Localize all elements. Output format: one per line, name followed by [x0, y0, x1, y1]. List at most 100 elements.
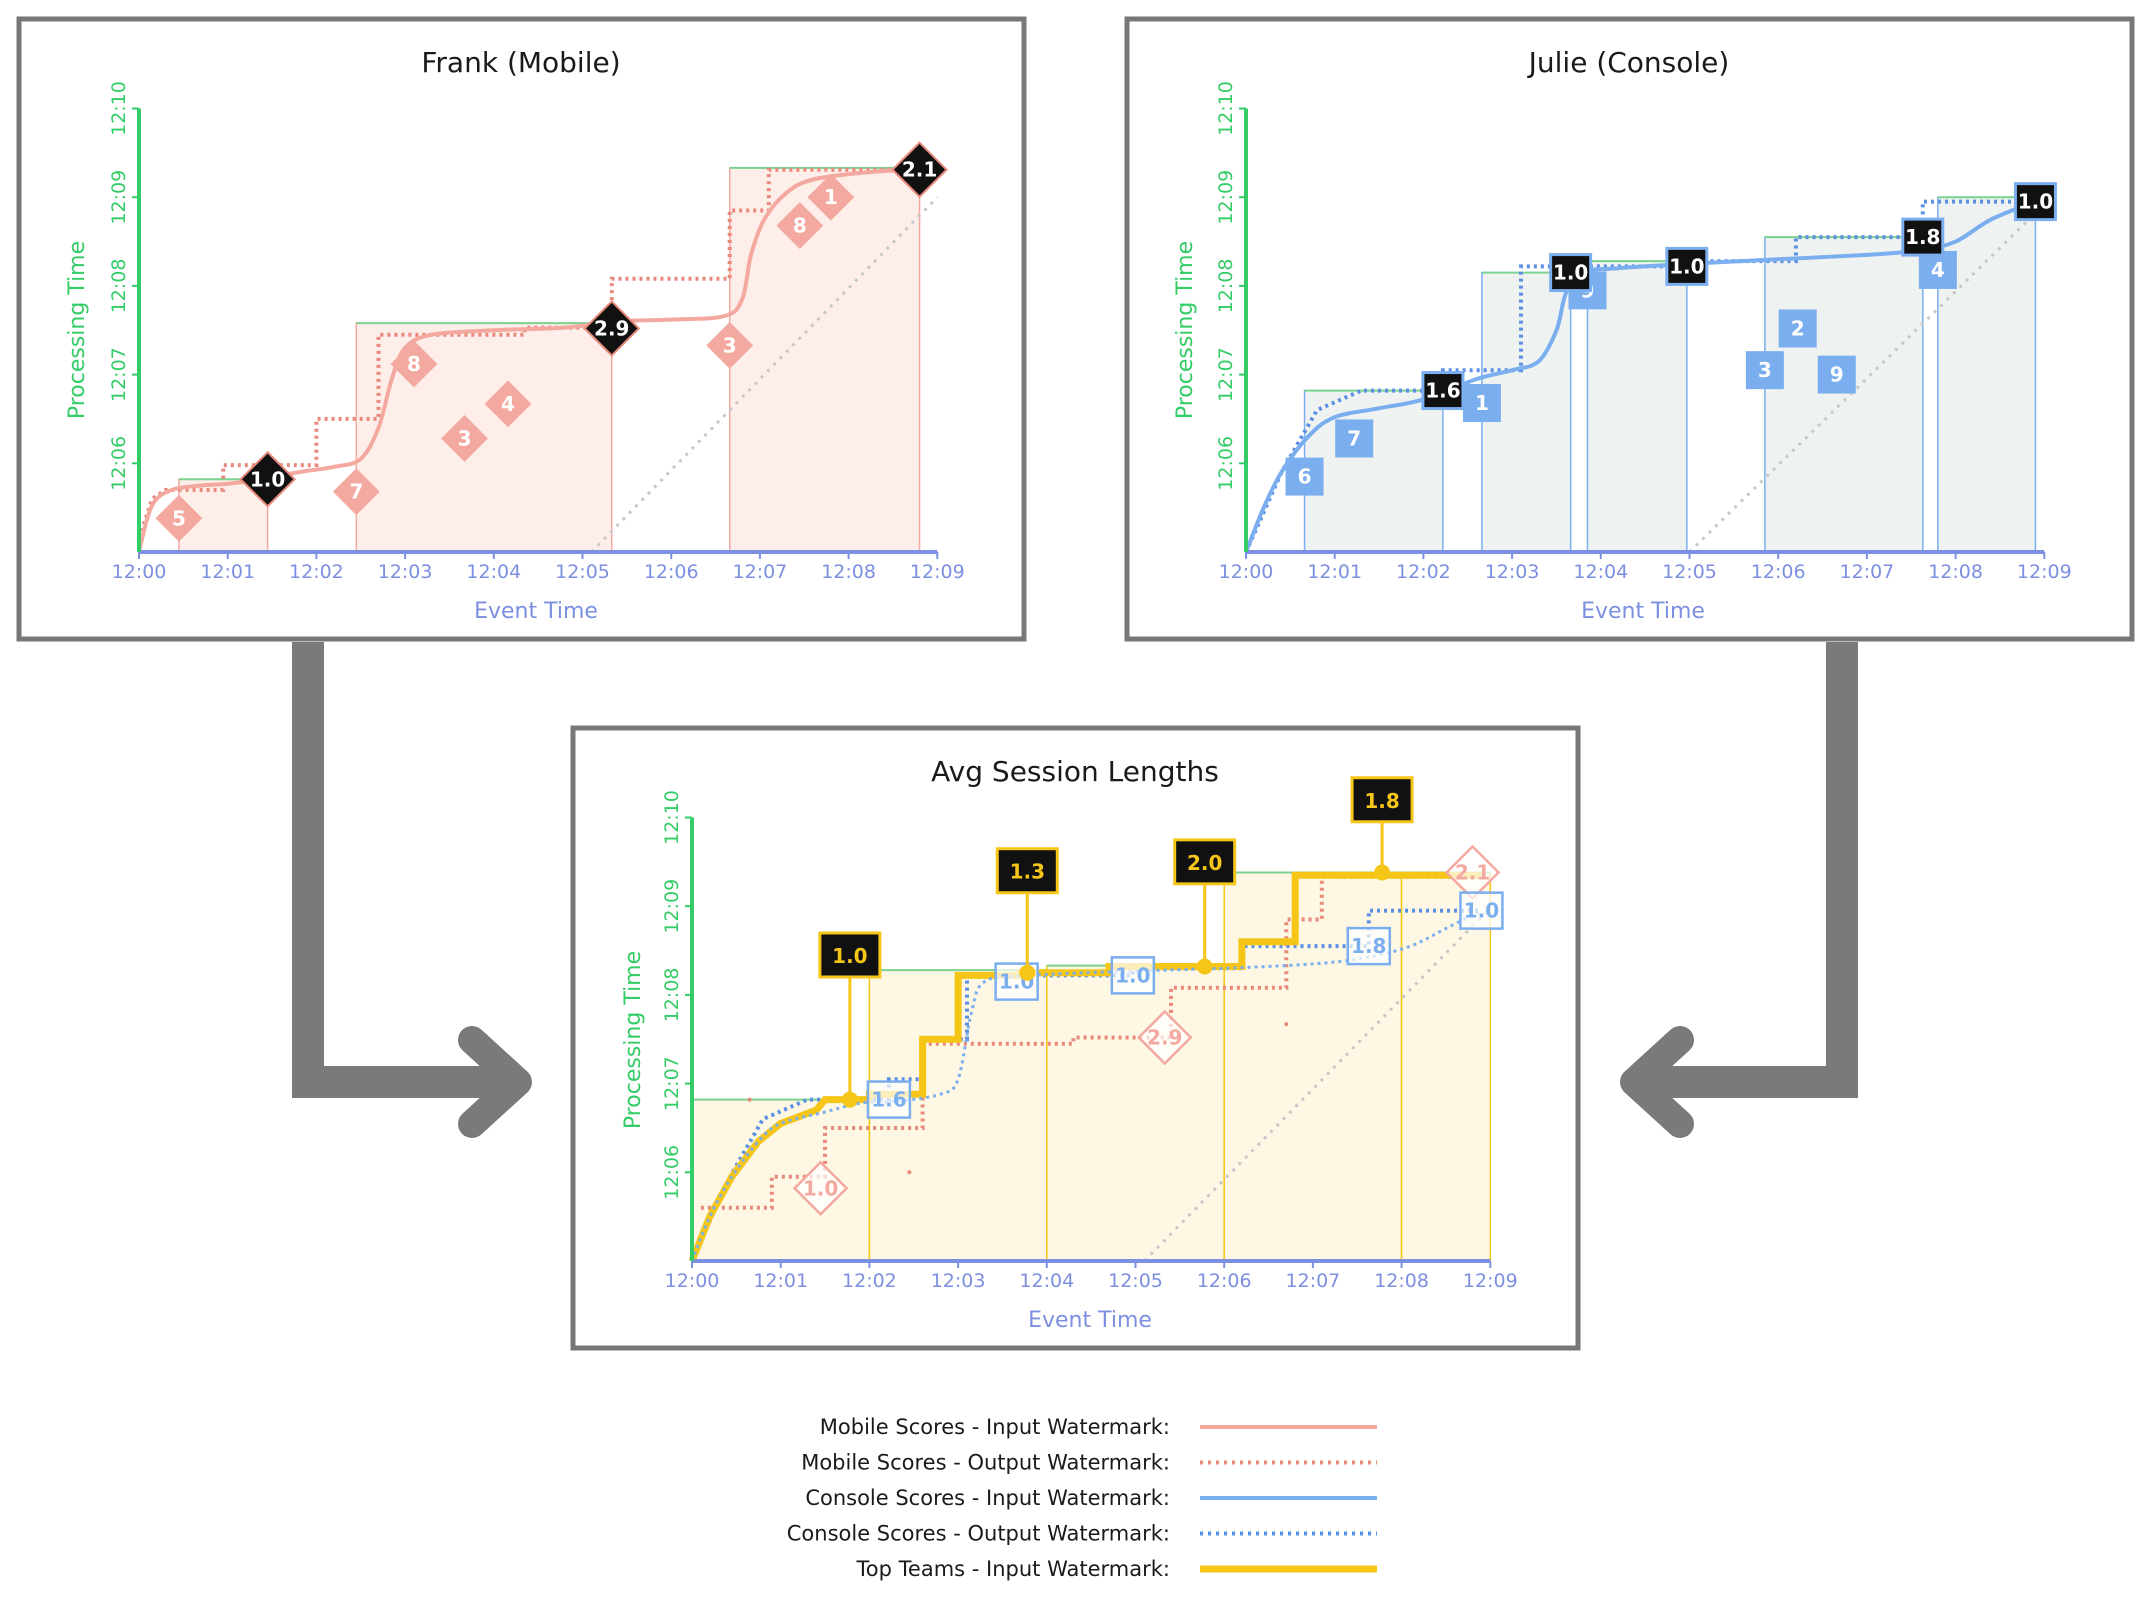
marker-label: 3 — [1758, 358, 1772, 382]
marker-shape — [807, 173, 855, 221]
marker-shape — [1462, 383, 1501, 422]
x-tick-label: 12:08 — [1374, 1270, 1429, 1292]
x-tick-label: 12:06 — [644, 561, 699, 583]
y-tick-label: 12:09 — [1215, 170, 1237, 225]
marker-label: 1 — [1475, 391, 1489, 415]
callout-label: 1.3 — [1010, 860, 1045, 884]
legend-entry: Mobile Scores - Output Watermark: — [801, 1451, 1377, 1475]
result-marker: 1.6 — [1421, 371, 1465, 411]
callout-dot — [1196, 958, 1213, 975]
data-point: 3 — [1745, 351, 1784, 390]
panel-title: Frank (Mobile) — [421, 46, 620, 79]
x-tick-label: 12:06 — [1751, 561, 1806, 583]
y-tick-label: 12:06 — [108, 436, 130, 491]
x-tick-label: 12:03 — [1485, 561, 1540, 583]
data-point: 3 — [706, 321, 754, 369]
x-tick-label: 12:09 — [910, 561, 965, 583]
result-marker: 2.1 — [891, 141, 948, 199]
y-tick-label: 12:07 — [108, 347, 130, 402]
marker-shape — [1285, 457, 1324, 496]
marker-shape — [866, 1080, 912, 1119]
marker-label: 1.6 — [1425, 379, 1460, 403]
left-flow-arrow — [292, 642, 510, 1098]
window-pane — [1937, 196, 2037, 553]
y-tick-label: 12:07 — [1215, 347, 1237, 402]
y-tick-label: 12:10 — [661, 790, 683, 845]
y-tick-label: 12:10 — [1215, 81, 1237, 136]
y-axis-label: Processing Time — [1173, 241, 1198, 419]
marker-label: 1.0 — [2018, 190, 2053, 214]
marker-label: 1.8 — [1351, 934, 1386, 958]
marker-shape — [2013, 182, 2057, 222]
marker-shape — [390, 340, 438, 388]
left-arrow-head — [458, 1026, 532, 1138]
marker-shape — [484, 380, 532, 428]
x-tick-label: 12:04 — [1019, 1270, 1074, 1292]
window-pane — [728, 167, 921, 553]
avg-callout: 2.0 — [1173, 838, 1237, 886]
marker-shape — [239, 450, 297, 508]
marker-shape — [332, 468, 380, 516]
stray-point — [907, 1170, 912, 1175]
mobile-output-watermark-line — [700, 874, 1482, 1210]
console-result-marker: 1.8 — [1346, 926, 1392, 966]
data-point: 1 — [807, 173, 855, 221]
marker-label: 9 — [1830, 363, 1844, 387]
x-tick-label: 12:04 — [466, 561, 521, 583]
x-tick-label: 12:00 — [112, 561, 167, 583]
marker-label: 8 — [407, 352, 421, 376]
legend-entry: Top Teams - Input Watermark: — [856, 1557, 1377, 1581]
output-watermark-line — [137, 167, 920, 553]
x-tick-label: 12:02 — [842, 1270, 897, 1292]
julie-console-panel: Julie (Console) 671932941.61.01.01.81.01… — [1124, 16, 2135, 642]
legend-entry: Mobile Scores - Input Watermark: — [820, 1415, 1377, 1439]
marker-label: 1.0 — [1553, 261, 1588, 285]
y-tick-label: 12:09 — [661, 879, 683, 934]
legend-label: Mobile Scores - Output Watermark: — [801, 1451, 1170, 1475]
y-tick-label: 12:07 — [661, 1056, 683, 1111]
data-point: 6 — [1285, 457, 1324, 496]
marker-label: 2.1 — [902, 158, 937, 182]
marker-label: 1.8 — [1905, 225, 1940, 249]
window-pane — [1303, 389, 1444, 553]
marker-label: 2.1 — [1455, 860, 1490, 884]
panel-title: Julie (Console) — [1527, 46, 1730, 79]
legend-label: Console Scores - Output Watermark: — [787, 1522, 1170, 1546]
marker-shape — [441, 415, 488, 462]
mobile-result-marker: 1.0 — [792, 1160, 849, 1217]
marker-shape — [1901, 217, 1945, 257]
marker-shape — [891, 141, 948, 199]
marker-label: 8 — [793, 214, 807, 238]
result-marker: 1.0 — [2013, 182, 2057, 222]
marker-shape — [792, 1160, 849, 1217]
console-result-marker: 1.6 — [866, 1080, 912, 1119]
result-marker: 2.9 — [583, 300, 641, 357]
x-tick-label: 12:05 — [1108, 1270, 1163, 1292]
panel-title: Avg Session Lengths — [931, 755, 1219, 788]
x-tick-label: 12:05 — [555, 561, 610, 583]
marker-label: 5 — [172, 506, 186, 530]
marker-label: 3 — [458, 426, 472, 450]
x-tick-label: 12:09 — [2017, 561, 2072, 583]
marker-shape — [1817, 355, 1856, 394]
right-arrow-head — [1620, 1026, 1694, 1138]
marker-label: 7 — [1347, 426, 1361, 450]
y-tick-label: 12:08 — [661, 968, 683, 1023]
avg-callout: 1.3 — [995, 847, 1059, 895]
callout-dot — [1019, 964, 1036, 981]
output-watermark-line — [1244, 199, 2036, 553]
marker-label: 2.9 — [594, 316, 629, 340]
data-point: 4 — [484, 380, 532, 428]
console-output-watermark-line — [690, 908, 1482, 1262]
callout-dot — [1374, 864, 1391, 881]
x-tick-label: 12:05 — [1662, 561, 1717, 583]
marker-label: 1.0 — [250, 467, 285, 491]
marker-shape — [1745, 351, 1784, 390]
x-axis-label: Event Time — [1028, 1308, 1152, 1333]
mobile-result-marker: 2.9 — [1137, 1009, 1193, 1066]
x-axis-label: Event Time — [474, 599, 598, 624]
marker-label: 1.0 — [1464, 899, 1499, 923]
result-marker: 1.0 — [1549, 253, 1593, 293]
data-point: 7 — [332, 468, 380, 516]
